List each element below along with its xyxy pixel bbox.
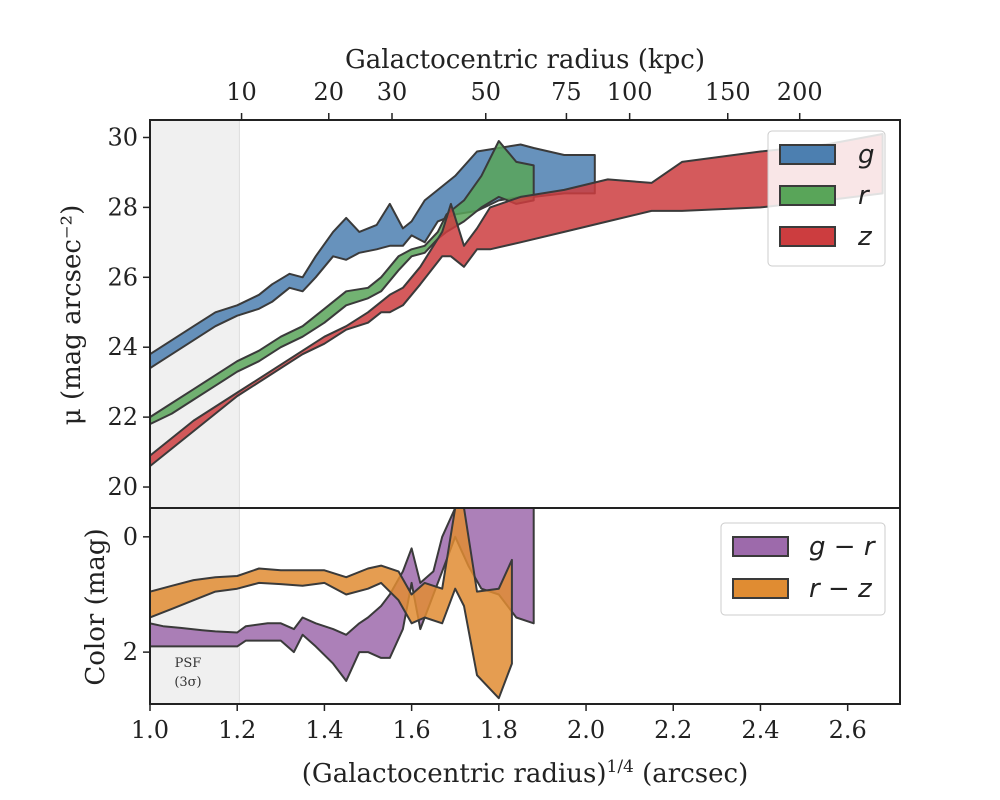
band-rz: [150, 508, 513, 700]
top-tick-label: 50: [470, 78, 501, 106]
y-tick-label: 26: [107, 263, 138, 291]
bottom-y-axis-label: Color (mag): [81, 528, 111, 685]
x-tick-label: 1.0: [131, 716, 169, 744]
top-tick-label: 100: [607, 78, 653, 106]
top-tick-label: 200: [777, 78, 823, 106]
bottom-x-axis-label: (Galactocentric radius)1/4 (arcsec): [302, 757, 748, 789]
top-axis-label: Galactocentric radius (kpc): [345, 45, 705, 75]
legend-swatch-z: [779, 226, 836, 247]
y-tick-label: 24: [107, 333, 138, 361]
legend-label-z: z: [857, 222, 873, 252]
psf-sigma-label: (3σ): [174, 675, 201, 690]
y-tick-label: 0: [123, 523, 138, 551]
top-tick-label: 75: [551, 78, 582, 106]
legend-label-g: g: [858, 140, 875, 170]
top-tick-label: 10: [226, 78, 257, 106]
x-tick-label: 1.4: [305, 716, 343, 744]
x-tick-label: 2.4: [741, 716, 779, 744]
legend-label-r: r: [858, 181, 871, 211]
y-tick-label: 22: [107, 403, 138, 431]
x-tick-label: 1.8: [480, 716, 518, 744]
x-tick-label: 2.6: [829, 716, 867, 744]
top-tick-label: 20: [314, 78, 345, 106]
x-tick-label: 2.2: [654, 716, 692, 744]
x-tick-label: 2.0: [567, 716, 605, 744]
legend-label-g_r: g − r: [809, 532, 877, 562]
top-tick-label: 30: [377, 78, 408, 106]
legend-swatch-r_z: [732, 578, 789, 599]
x-tick-label: 1.2: [218, 716, 256, 744]
bottom-bands: [150, 508, 535, 700]
legend-swatch-r: [779, 185, 836, 206]
legend-swatch-g_r: [732, 536, 789, 557]
y-tick-label: 28: [107, 193, 138, 221]
top-y-axis-label: μ (mag arcsec⁻²): [57, 205, 87, 425]
top-tick-label: 150: [705, 78, 751, 106]
psf-label: PSF: [175, 656, 202, 671]
y-tick-label: 20: [107, 473, 138, 501]
x-tick-label: 1.6: [393, 716, 431, 744]
bottom-panel: 0 2 1.0 1.2 1.4 1.6 1.8 2.0 2.2 2.4 2.6 PSF (3σ) g − …: [123, 507, 901, 744]
band-gr: [150, 508, 535, 682]
legend-label-r_z: r − z: [809, 574, 873, 604]
y-tick-label: 30: [107, 123, 138, 151]
legend-swatch-g: [779, 144, 836, 165]
top-panel: 20 22 24 26 28 30 10 20 30 50 75 100 150 200 grz: [107, 78, 901, 509]
bottom-frame: [149, 507, 901, 705]
y-tick-label: 2: [123, 638, 138, 666]
band-r: [150, 140, 535, 426]
